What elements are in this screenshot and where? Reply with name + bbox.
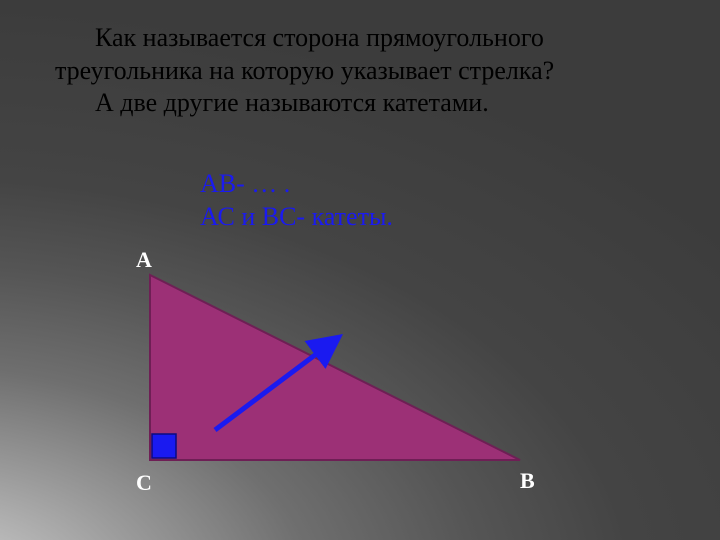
question-block: Как называется сторона прямоугольного тр… (55, 22, 665, 120)
right-angle-marker (152, 434, 176, 458)
question-line-1: Как называется сторона прямоугольного (55, 22, 665, 55)
vertex-label-a: А (136, 247, 152, 273)
triangle-svg (100, 250, 620, 530)
answer-line-1: АВ- … . (200, 168, 393, 201)
vertex-label-c: С (136, 470, 152, 496)
answer-block: АВ- … . АС и ВС- катеты. (200, 168, 393, 233)
triangle-shape (150, 275, 520, 460)
slide: Как называется сторона прямоугольного тр… (0, 0, 720, 540)
question-line-2: треугольника на которую указывает стрелк… (55, 55, 665, 88)
vertex-label-b: В (520, 468, 535, 494)
answer-line-2: АС и ВС- катеты. (200, 201, 393, 234)
triangle-figure: А С В (100, 250, 620, 530)
question-line-3: А две другие называются катетами. (55, 87, 665, 120)
